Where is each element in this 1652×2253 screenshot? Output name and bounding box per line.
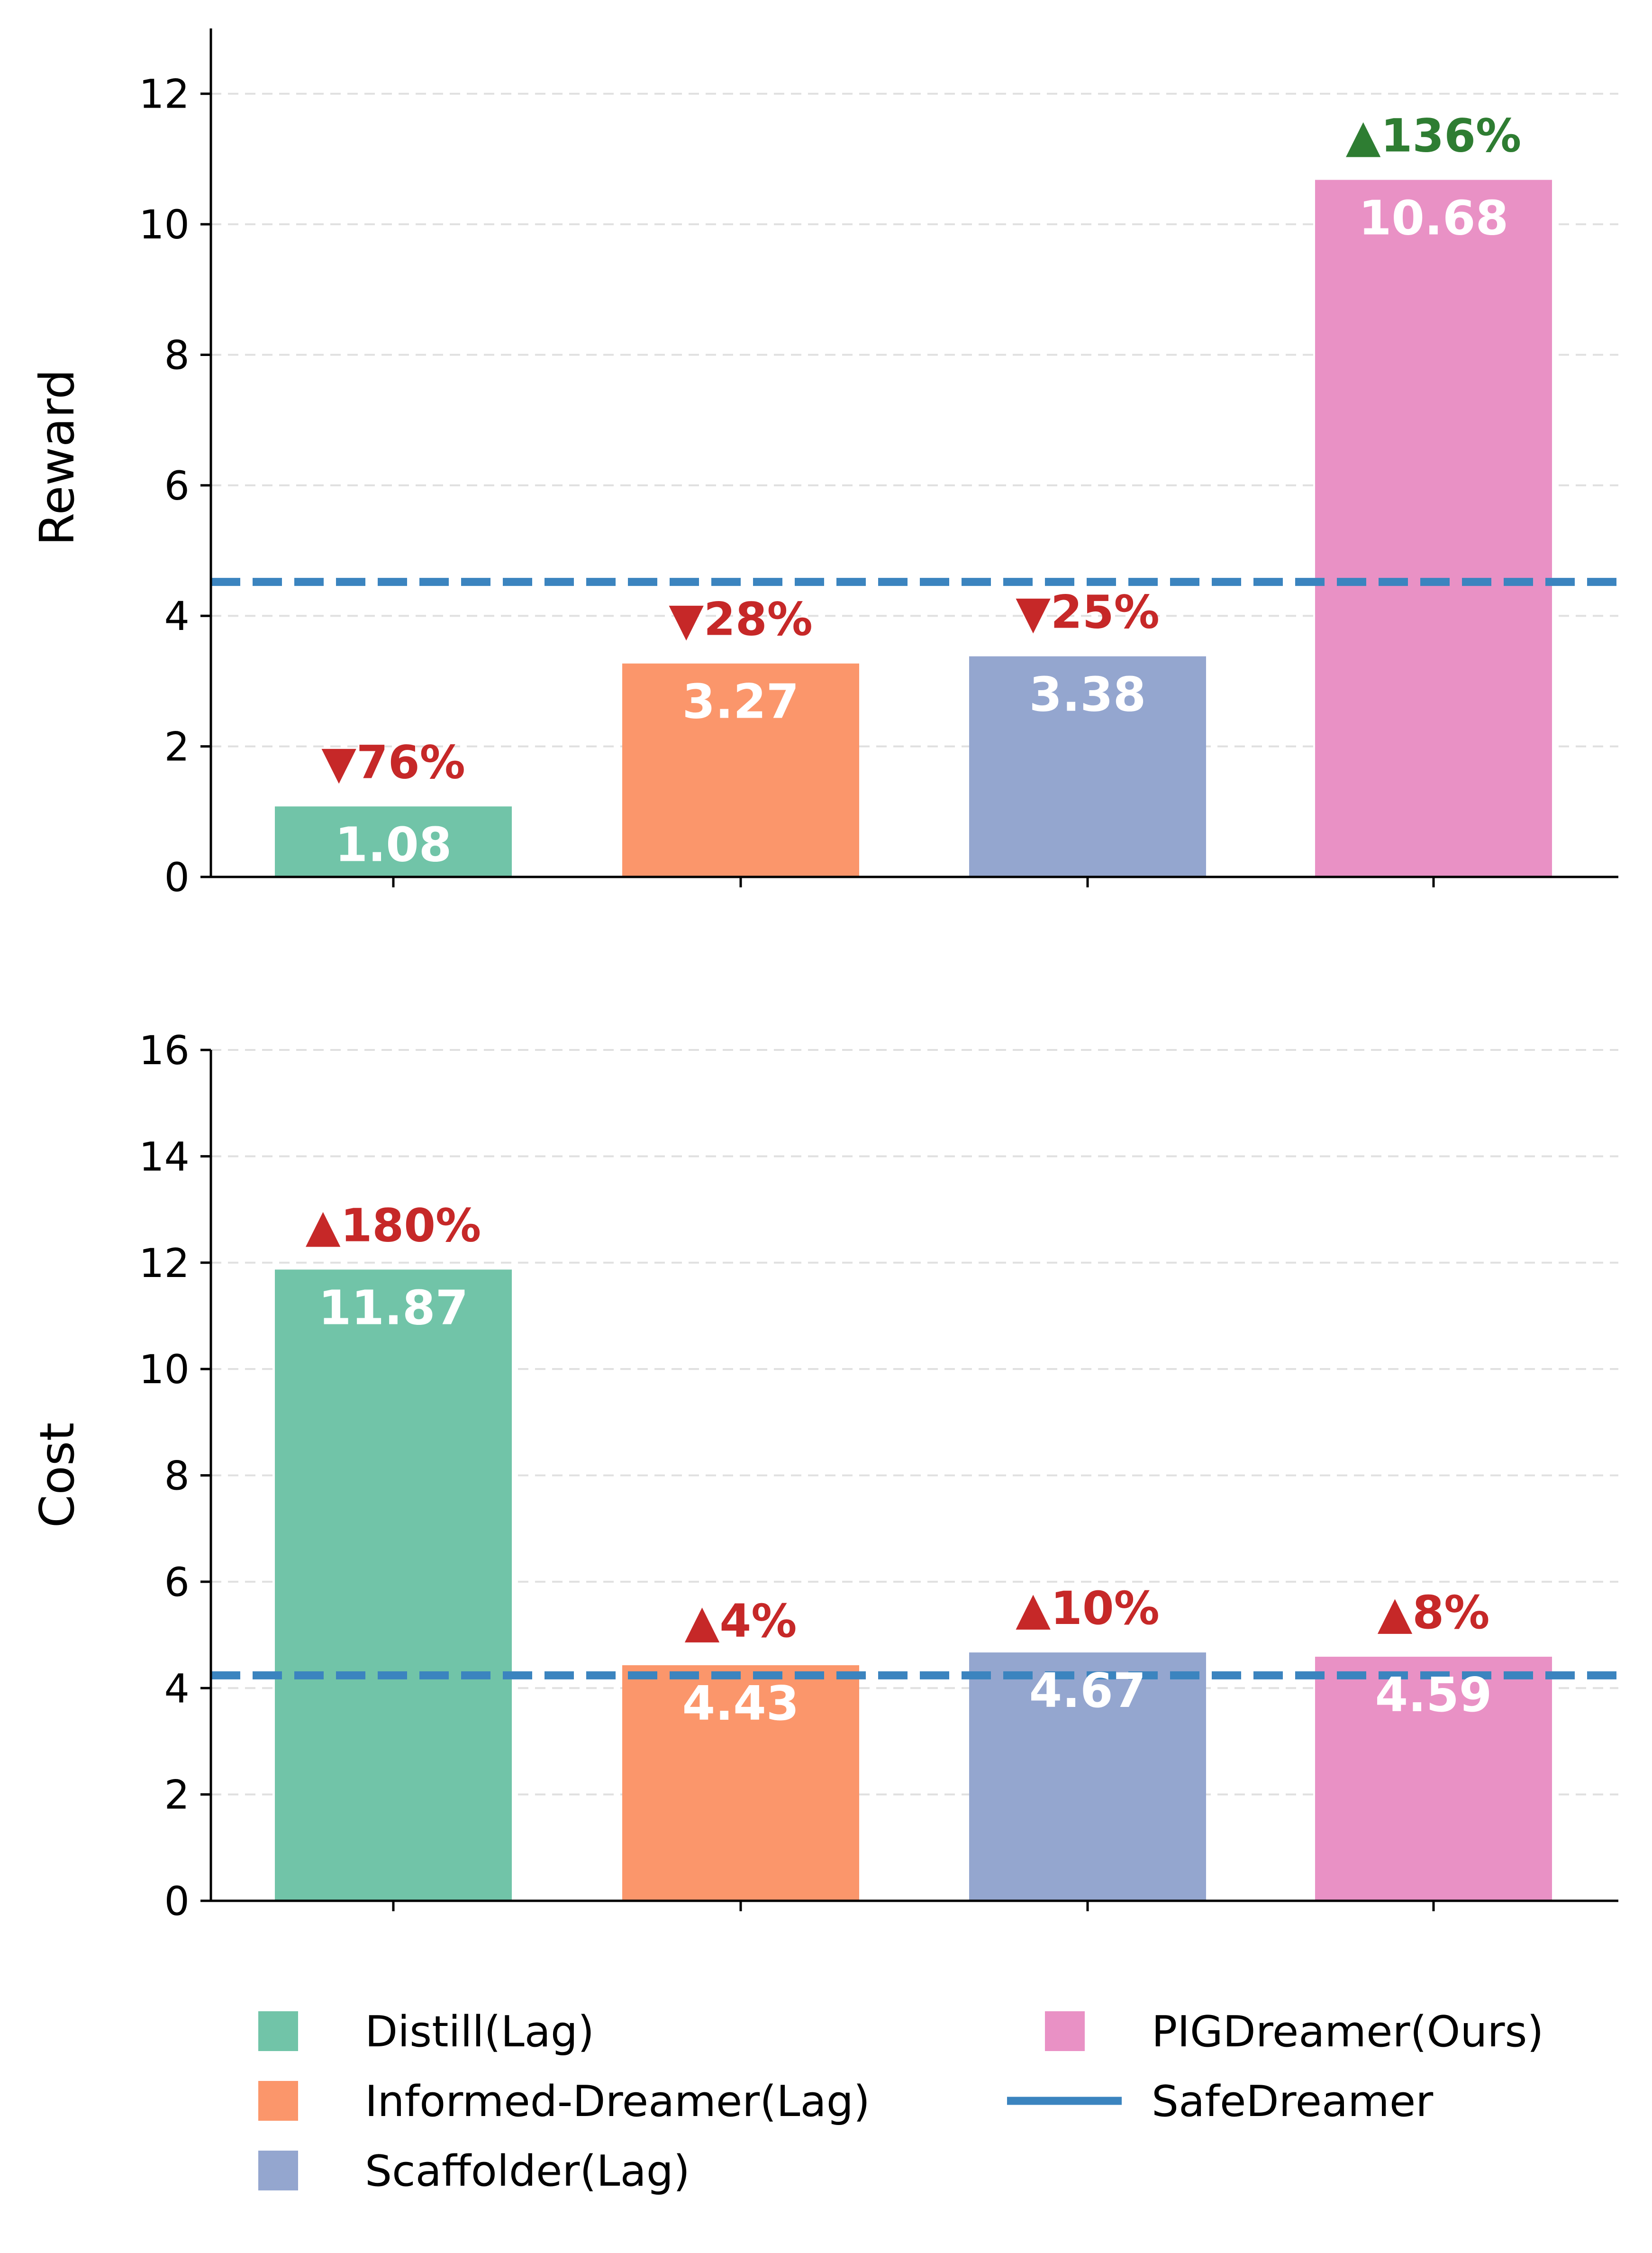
y-tick-label: 6 — [164, 463, 190, 509]
bar-2 — [622, 1665, 859, 1901]
bar-value-label: 4.67 — [1029, 1663, 1146, 1718]
y-axis-label: Cost — [29, 1423, 85, 1528]
y-tick-label: 14 — [139, 1133, 190, 1180]
bar-change-label: ▲4% — [685, 1595, 797, 1648]
y-tick-label: 16 — [139, 1027, 190, 1074]
bar-value-label: 4.43 — [682, 1676, 799, 1731]
panel-cost: 0 2 4 6 8 10 12 14 16 11.87 ▲180% 4.43 ▲4% 4.67 ▲10% 4.… — [29, 1027, 1618, 1925]
bar-change-label: ▲136% — [1346, 109, 1521, 162]
legend-label: Scaffolder(Lag) — [365, 2146, 690, 2196]
bar-value-label: 11.87 — [318, 1280, 468, 1335]
legend-swatch — [258, 2011, 298, 2051]
bar-4 — [1315, 180, 1552, 877]
bar-change-label: ▼28% — [669, 593, 813, 646]
y-tick-label: 12 — [139, 71, 190, 118]
legend-label: Informed-Dreamer(Lag) — [365, 2077, 870, 2126]
bar-change-label: ▼76% — [321, 736, 465, 789]
legend-swatch — [258, 2151, 298, 2190]
bar-1 — [275, 1269, 512, 1901]
y-tick-label: 10 — [139, 1346, 190, 1393]
bar-value-label: 3.38 — [1029, 667, 1146, 722]
y-tick-label: 8 — [164, 332, 190, 378]
legend-label: SafeDreamer — [1152, 2077, 1433, 2126]
legend-label: PIGDreamer(Ours) — [1152, 2007, 1543, 2057]
y-tick-label: 12 — [139, 1240, 190, 1286]
y-tick-label: 10 — [139, 201, 190, 248]
panel-reward: 0 2 4 6 8 10 12 1.08 ▼76% 3.27 ▼28% 3.38 ▼25% 10.68 ▲1… — [29, 28, 1618, 901]
y-tick-label: 0 — [164, 854, 190, 901]
legend-item: Informed-Dreamer(Lag) — [258, 2077, 870, 2126]
bar-2 — [622, 663, 859, 877]
bar-value-label: 10.68 — [1359, 190, 1508, 246]
y-tick-label: 0 — [164, 1878, 190, 1925]
y-tick-label: 2 — [164, 724, 190, 770]
bar-value-label: 3.27 — [682, 674, 799, 730]
y-axis-label: Reward — [29, 369, 85, 546]
legend-swatch — [1045, 2011, 1085, 2051]
bar-value-label: 1.08 — [335, 817, 452, 872]
legend-label: Distill(Lag) — [365, 2007, 594, 2057]
bar-change-label: ▲10% — [1016, 1582, 1160, 1635]
y-tick-label: 2 — [164, 1772, 190, 1818]
bar-3 — [969, 1652, 1206, 1901]
bar-1 — [275, 806, 512, 877]
legend: Distill(Lag) Informed-Dreamer(Lag) Scaffol… — [258, 2007, 1543, 2196]
bar-3 — [969, 656, 1206, 877]
legend-item: SafeDreamer — [1007, 2077, 1433, 2126]
y-tick-label: 8 — [164, 1453, 190, 1499]
bar-change-label: ▲180% — [306, 1199, 481, 1252]
bar-change-label: ▼25% — [1016, 586, 1160, 639]
y-tick-label: 4 — [164, 593, 190, 639]
bar-change-label: ▲8% — [1378, 1586, 1490, 1639]
legend-item: Distill(Lag) — [258, 2007, 594, 2057]
y-tick-label: 4 — [164, 1665, 190, 1712]
y-tick-label: 6 — [164, 1559, 190, 1605]
bar-value-label: 4.59 — [1375, 1667, 1492, 1723]
bar-4 — [1315, 1657, 1552, 1901]
legend-item: PIGDreamer(Ours) — [1045, 2007, 1543, 2057]
legend-item: Scaffolder(Lag) — [258, 2146, 690, 2196]
legend-swatch — [258, 2081, 298, 2121]
